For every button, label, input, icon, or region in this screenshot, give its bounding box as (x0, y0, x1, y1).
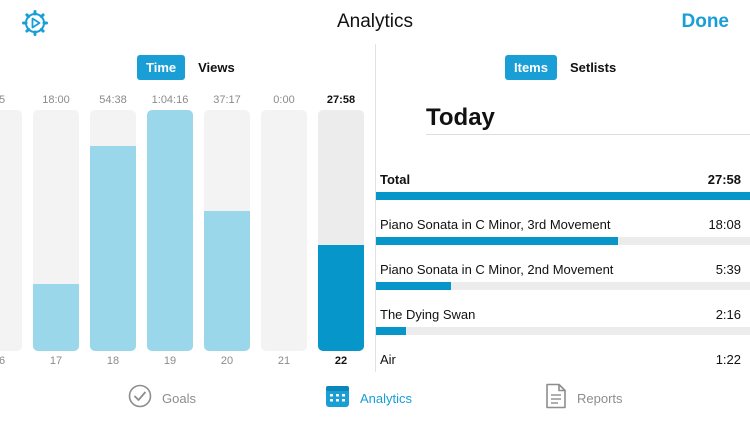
settings-gear-icon[interactable] (22, 10, 48, 36)
day-number-label: 18 (106, 355, 120, 367)
tab-reports-label: Reports (577, 390, 623, 406)
nav-bar: Analytics Done (0, 0, 750, 44)
today-heading: Today (426, 104, 495, 131)
item-time: 18:08 (708, 217, 741, 232)
item-time: 1:22 (715, 352, 741, 367)
item-row[interactable]: Piano Sonata in C Minor, 2nd Movement 5:3… (376, 252, 750, 297)
item-progress-track (376, 327, 750, 335)
item-progress-fill (376, 237, 618, 245)
day-bar[interactable] (90, 110, 136, 351)
time-views-segment: Time Views (137, 55, 244, 80)
today-divider (426, 134, 750, 135)
tab-reports[interactable]: Reports (545, 383, 623, 414)
item-name: Air (380, 352, 396, 367)
item-row[interactable]: Air 1:22 (376, 342, 750, 372)
panel-divider (375, 44, 376, 372)
segment-time[interactable]: Time (137, 55, 186, 80)
items-setlists-segment: Items Setlists (505, 55, 625, 80)
day-column: 18:00 17 (33, 90, 79, 372)
segment-items[interactable]: Items (505, 55, 557, 80)
day-column: 1:04:16 19 (147, 90, 193, 372)
day-number-label: 21 (277, 355, 291, 367)
day-number-label: 17 (49, 355, 63, 367)
tab-analytics-label: Analytics (360, 390, 413, 406)
daily-time-bars: 45 16 18:00 17 54:38 18 1:04:16 19 37:17 20 0:00 21… (0, 90, 375, 372)
page-title: Analytics (336, 11, 414, 32)
item-progress-fill (376, 192, 750, 200)
day-bar[interactable] (147, 110, 193, 351)
item-progress-fill (376, 327, 407, 335)
item-row[interactable]: The Dying Swan 2:16 (376, 297, 750, 342)
total-row[interactable]: Total 27:58 (376, 162, 750, 207)
day-column: 54:38 18 (90, 90, 136, 372)
day-time-label: 45 (0, 94, 6, 106)
day-bar[interactable] (261, 110, 307, 351)
day-bar-fill (147, 110, 193, 351)
item-name: Total (380, 172, 411, 187)
day-bar-fill (318, 244, 364, 351)
document-icon (545, 383, 567, 414)
day-bar[interactable] (33, 110, 79, 351)
item-row[interactable]: Piano Sonata in C Minor, 3rd Movement 18:… (376, 207, 750, 252)
day-number-label: 19 (163, 355, 177, 367)
tab-goals-label: Goals (162, 390, 196, 406)
day-number-label: 20 (220, 355, 234, 367)
check-circle-icon (128, 384, 152, 413)
segment-views[interactable]: Views (198, 60, 235, 75)
item-time: 5:39 (715, 262, 741, 277)
day-bar-fill (90, 146, 136, 351)
day-bar-fill (33, 283, 79, 351)
day-bar[interactable] (204, 110, 250, 351)
tab-bar: Goals Analytics Reports (0, 372, 750, 422)
day-bar[interactable] (0, 110, 22, 351)
day-time-label: 54:38 (99, 94, 127, 106)
item-time: 27:58 (707, 172, 741, 187)
day-bar-fill (204, 211, 250, 351)
item-name: Piano Sonata in C Minor, 2nd Movement (380, 262, 614, 277)
item-progress-fill (376, 282, 451, 290)
item-progress-track (376, 192, 750, 200)
item-progress-track (376, 237, 750, 245)
day-time-label: 0:00 (273, 94, 295, 106)
item-name: Piano Sonata in C Minor, 3rd Movement (380, 217, 611, 232)
day-time-label: 27:58 (326, 94, 356, 106)
segment-setlists[interactable]: Setlists (569, 60, 617, 75)
done-button[interactable]: Done (681, 11, 730, 32)
tab-analytics[interactable]: Analytics (325, 384, 412, 412)
day-column: 45 16 (0, 90, 22, 372)
item-progress-track (376, 282, 750, 290)
day-number-label: 16 (0, 355, 6, 367)
tab-goals[interactable]: Goals (128, 384, 196, 412)
item-time: 2:16 (715, 307, 741, 322)
day-time-label: 18:00 (42, 94, 70, 106)
day-column: 0:00 21 (261, 90, 307, 372)
calendar-icon (325, 384, 350, 413)
day-time-label: 1:04:16 (151, 94, 189, 106)
day-bar[interactable] (318, 110, 364, 351)
item-name: The Dying Swan (380, 307, 476, 322)
item-time-list: Total 27:58 Piano Sonata in C Minor, 3rd M… (376, 162, 750, 372)
day-column: 37:17 20 (204, 90, 250, 372)
day-number-label: 22 (334, 355, 348, 367)
day-column: 27:58 22 (318, 90, 364, 372)
day-time-label: 37:17 (213, 94, 241, 106)
